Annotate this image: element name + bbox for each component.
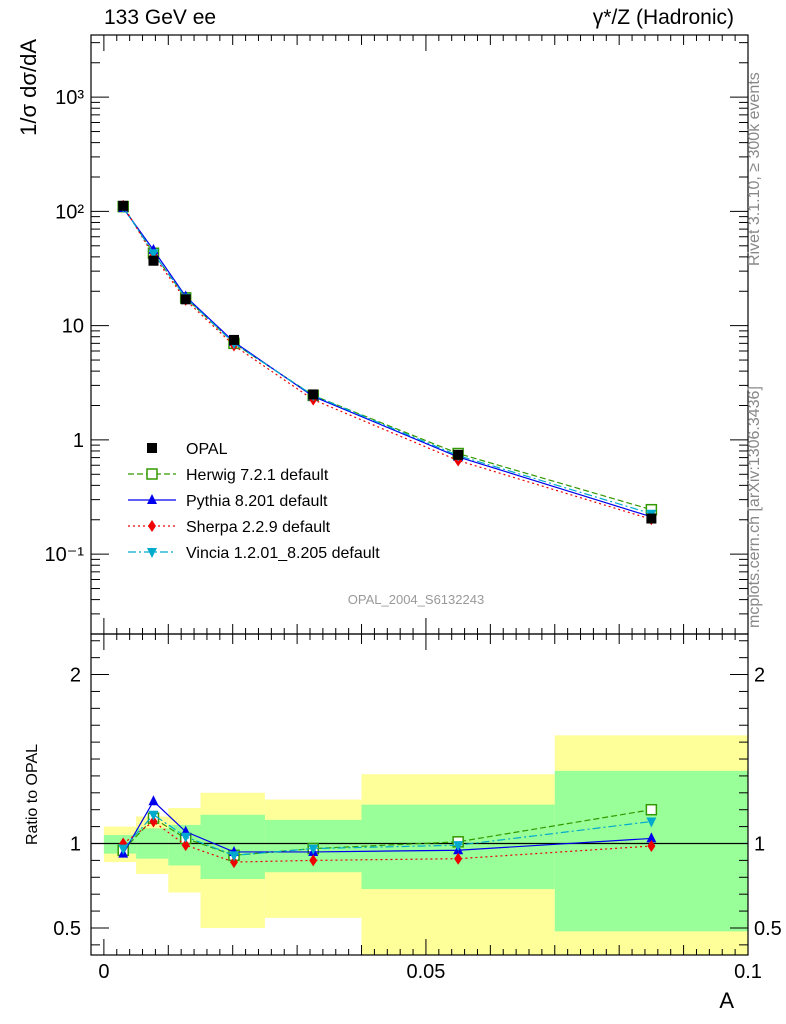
legend-marker-opal [147,443,157,453]
legend-label-herwig-7-2-1-default: Herwig 7.2.1 default [186,467,329,484]
legend-marker-sherpa-2-2-9-default [148,520,156,532]
ratio-point-vincia-1-2-01-8-205-default [308,844,319,855]
ratio-y-tick-label-right: 0.5 [754,918,782,940]
main-point-opal [228,334,239,345]
ratio-point-sherpa-2-2-9-default [149,815,158,828]
y-tick-label: 10³ [55,87,84,109]
x-tick-label: 0.1 [734,961,762,983]
ratio-point-pythia-8-201-default [148,795,159,806]
ratio-point-vincia-1-2-01-8-205-default [453,841,464,852]
ratio-point-vincia-1-2-01-8-205-default [118,844,129,855]
legend-label-pythia-8-201-default: Pythia 8.201 default [186,493,328,510]
ratio-point-pythia-8-201-default [646,832,657,843]
legend-label-sherpa-2-2-9-default: Sherpa 2.2.9 default [186,519,331,536]
main-point-opal [453,449,464,460]
ratio-point-vincia-1-2-01-8-205-default [180,832,191,843]
y-tick-label: 10⁻¹ [45,544,85,566]
legend-marker-herwig-7-2-1-default [146,468,158,480]
ratio-y-tick-label-left: 2 [70,665,81,687]
ratio-point-vincia-1-2-01-8-205-default [646,817,657,828]
legend-label-opal: OPAL [186,441,228,458]
main-line-herwig-7-2-1-default [122,206,652,511]
ratio-y-axis-title: Ratio to OPAL [24,744,41,845]
ratio-y-tick-label-right: 1 [754,833,765,855]
x-axis-title: A [719,988,734,1013]
ratio-y-tick-label-left: 1 [70,833,81,855]
ratio-point-sherpa-2-2-9-default [229,856,238,869]
ratio-point-sherpa-2-2-9-default [309,854,318,867]
x-tick-label: 0.05 [406,961,445,983]
main-point-opal [180,294,191,305]
y-axis-title: 1/σ dσ/dA [16,39,41,136]
ratio-y-tick-label-left: 0.5 [53,918,81,940]
ratio-point-sherpa-2-2-9-default [454,852,463,865]
ratio-point-vincia-1-2-01-8-205-default [148,810,159,821]
x-tick-label: 0 [98,961,109,983]
y-tick-label: 1 [73,430,84,452]
energy-label: 133 GeV ee [104,6,217,29]
y-tick-label: 10² [55,201,84,223]
y-tick-label: 10 [62,316,84,338]
main-point-opal [646,513,657,524]
rivet-version-label: Rivet 3.1.10, ≥ 300k events [746,72,763,266]
mcplots-label: mcplots.cern.ch [arXiv:1306.3436] [746,386,763,628]
analysis-watermark: OPAL_2004_S6132243 [348,592,484,607]
ratio-point-sherpa-2-2-9-default [181,839,190,852]
process-label: γ*/Z (Hadronic) [592,6,734,29]
legend-label-vincia-1-2-01-8-205-default: Vincia 1.2.01_8.205 default [186,545,380,562]
legend-marker-pythia-8-201-default [147,494,157,504]
ratio-point-vincia-1-2-01-8-205-default [228,851,239,862]
main-point-vincia-1-2-01-8-205-default [148,249,159,260]
main-point-opal [148,255,159,266]
ratio-point-sherpa-2-2-9-default [647,840,656,853]
ratio-plot-frame [90,633,749,956]
ratio-y-tick-label-right: 2 [754,665,765,687]
legend-marker-vincia-1-2-01-8-205-default [147,548,157,558]
ratio-point-herwig-7-2-1-default [645,803,658,816]
main-point-opal [118,200,129,211]
main-point-opal [308,389,319,400]
